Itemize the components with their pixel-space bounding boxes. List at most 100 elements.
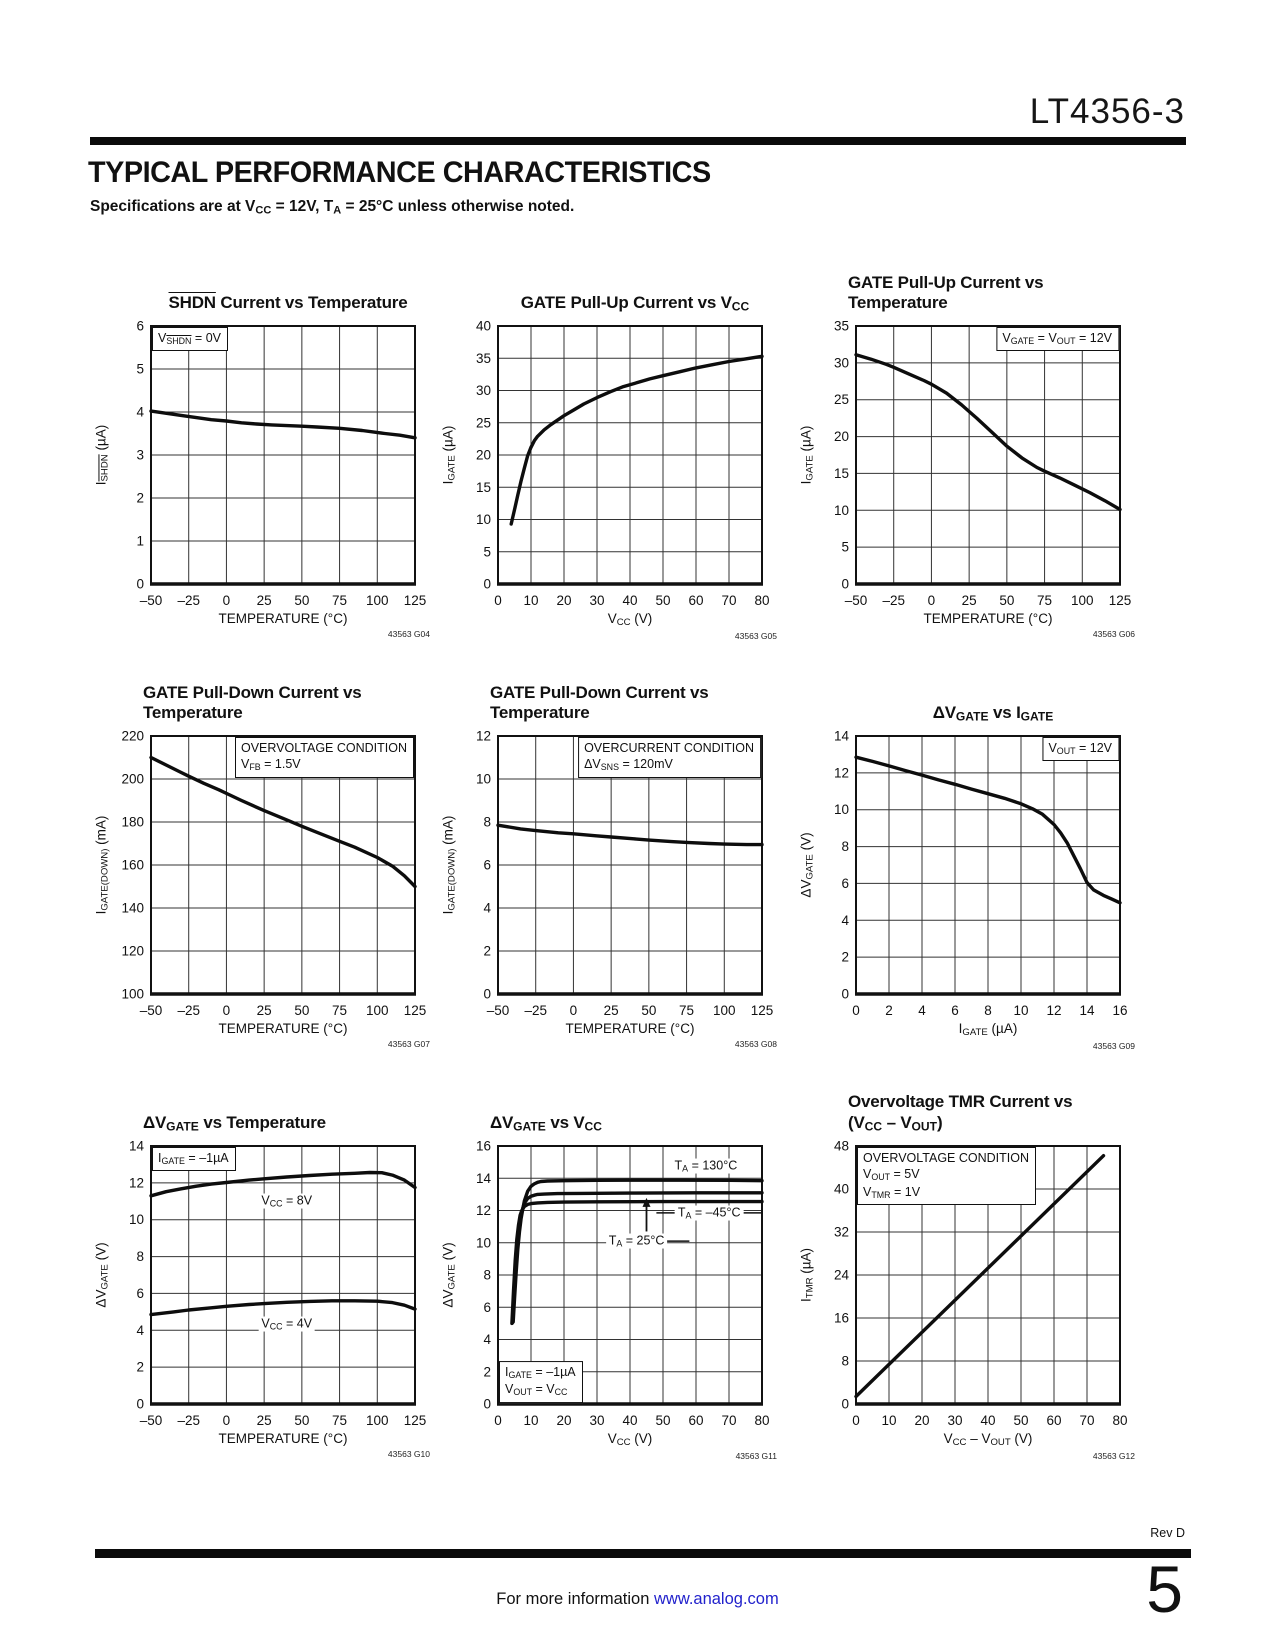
footer-pre-text: For more information bbox=[496, 1590, 654, 1608]
graph-ref: 43563 G04 bbox=[387, 629, 430, 639]
y-tick-label: 5 bbox=[136, 362, 144, 377]
chart-title-line: GATE Pull-Down Current vs bbox=[490, 682, 709, 702]
y-tick-label: 5 bbox=[841, 540, 849, 555]
subscript-text: SHDN bbox=[99, 454, 111, 482]
x-tick-label: 25 bbox=[962, 593, 977, 606]
x-tick-label: 0 bbox=[852, 1003, 860, 1016]
x-tick-label: 20 bbox=[556, 1413, 571, 1426]
annotation-line: VOUT = VCC bbox=[505, 1382, 568, 1398]
y-tick-label: 2 bbox=[841, 950, 849, 965]
y-tick-label: 32 bbox=[834, 1225, 849, 1240]
subscript-text: GATE bbox=[161, 1155, 185, 1166]
x-axis-label: VCC – VOUT (V) bbox=[943, 1431, 1033, 1449]
x-tick-label: 60 bbox=[1046, 1413, 1061, 1426]
x-tick-label: 10 bbox=[1013, 1003, 1028, 1016]
y-tick-label: 200 bbox=[121, 772, 144, 787]
y-tick-label: 4 bbox=[136, 405, 144, 420]
annotation-line: OVERVOLTAGE CONDITION bbox=[241, 741, 407, 755]
plot-area: –50 –25 0 25 50 75 100 125 0 2 4 6 8 10 12 IGATE(DOWN) … bbox=[432, 728, 777, 1017]
subscript-text: A bbox=[685, 1210, 692, 1221]
page-number: 5 bbox=[1146, 1552, 1183, 1626]
y-tick-label: 20 bbox=[476, 448, 491, 463]
y-axis-label: ISHDN (µA) bbox=[93, 424, 111, 486]
y-tick-label: 24 bbox=[834, 1268, 850, 1283]
top-rule bbox=[90, 137, 1186, 145]
y-tick-label: 16 bbox=[476, 1139, 491, 1154]
x-tick-label: 8 bbox=[984, 1003, 992, 1016]
y-axis-label: ΔVGATE (V) bbox=[93, 1242, 111, 1308]
y-tick-label: 10 bbox=[129, 1212, 144, 1227]
annotation-box: IGATE = –1µA VOUT = VCC bbox=[499, 1361, 583, 1403]
x-axis-label: TEMPERATURE (°C) bbox=[923, 611, 1053, 626]
x-tick-label: 50 bbox=[655, 593, 670, 606]
annotation-box: VSHDN = 0V bbox=[152, 327, 228, 352]
x-tick-label: 125 bbox=[404, 593, 427, 606]
subscript-text: GATE bbox=[955, 709, 989, 724]
chart-cell: ΔVGATE vs VCC 0 10 20 30 40 50 60 70 80 0 2 4 6 8 10 12 1… bbox=[432, 1072, 787, 1461]
subscript-text: OUT bbox=[1056, 745, 1076, 756]
graph-ref: 43563 G12 bbox=[1092, 1451, 1135, 1462]
x-tick-label: 50 bbox=[294, 593, 309, 606]
chart-cell: GATE Pull-Up Current vs Temperature –50 –25… bbox=[790, 252, 1145, 639]
x-tick-label: 2 bbox=[885, 1003, 893, 1016]
x-tick-label: 20 bbox=[914, 1413, 929, 1426]
chart-title: Overvoltage TMR Current vs (VCC – VOUT) bbox=[790, 1072, 1145, 1138]
y-tick-label: 160 bbox=[121, 858, 144, 873]
x-tick-label: 16 bbox=[1112, 1003, 1127, 1016]
y-tick-label: 0 bbox=[841, 1397, 849, 1412]
x-tick-label: –50 bbox=[140, 593, 163, 606]
subscript-text: GATE bbox=[513, 1119, 546, 1134]
x-tick-label: –50 bbox=[487, 1003, 510, 1016]
plot-svg: 0 2 4 6 8 10 12 14 16 0 2 4 6 8 10 12 14 bbox=[834, 729, 1128, 1017]
subscript-text: CC bbox=[864, 1119, 883, 1134]
footer-text: For more information www.analog.com bbox=[0, 1590, 1275, 1609]
subscript-text: GATE bbox=[962, 1027, 988, 1039]
x-tick-label: 40 bbox=[622, 593, 637, 606]
x-axis-label: TEMPERATURE (°C) bbox=[218, 1021, 348, 1036]
series-curve bbox=[509, 354, 764, 526]
y-tick-label: 2 bbox=[483, 944, 491, 959]
subscript-text: CC bbox=[554, 1387, 568, 1398]
curve-label: VCC = 4V bbox=[258, 1316, 316, 1332]
y-tick-label: 3 bbox=[136, 448, 144, 463]
x-tick-label: 75 bbox=[332, 593, 347, 606]
y-tick-label: 4 bbox=[483, 1332, 491, 1347]
y-tick-label: 220 bbox=[121, 729, 144, 744]
annotation-line: IGATE = –1µA bbox=[505, 1365, 576, 1380]
subscript-text: GATE bbox=[446, 455, 458, 481]
subscript-text: GATE(DOWN) bbox=[99, 848, 111, 911]
x-tick-label: 50 bbox=[655, 1413, 670, 1426]
x-tick-label: 25 bbox=[257, 1003, 272, 1016]
series-curve bbox=[854, 755, 1122, 905]
y-tick-label: 2 bbox=[483, 1364, 491, 1379]
chart-title-line: SHDN Current vs Temperature bbox=[168, 293, 408, 313]
plot-area: –50 –25 0 25 50 75 100 125 0 1 2 3 4 5 6 ISHDN (µA) VSHD… bbox=[85, 318, 430, 607]
series-curve bbox=[149, 409, 417, 440]
chart-title-line: ΔVGATE vs VCC bbox=[490, 1112, 602, 1134]
y-tick-label: 25 bbox=[476, 415, 491, 430]
analog-link[interactable]: www.analog.com bbox=[653, 1590, 779, 1608]
x-tick-label: 25 bbox=[604, 1003, 619, 1016]
annotation-line: VOUT = 12V bbox=[1048, 741, 1112, 756]
x-tick-label: 50 bbox=[641, 1003, 656, 1016]
x-tick-label: 75 bbox=[332, 1413, 347, 1426]
annotation-line: ΔVSNS = 120mV bbox=[584, 757, 673, 773]
y-tick-label: 10 bbox=[476, 1235, 491, 1250]
chart-title-line: Overvoltage TMR Current vs bbox=[848, 1091, 1073, 1111]
chart-cell: Overvoltage TMR Current vs (VCC – VOUT) 0 1… bbox=[790, 1072, 1145, 1461]
y-tick-label: 16 bbox=[834, 1311, 849, 1326]
annotation-line: OVERVOLTAGE CONDITION bbox=[863, 1151, 1029, 1165]
annotation-line: OVERCURRENT CONDITION bbox=[584, 741, 754, 755]
x-axis-label: TEMPERATURE (°C) bbox=[565, 1021, 695, 1036]
series-curve bbox=[496, 823, 764, 847]
y-tick-label: 0 bbox=[483, 1397, 491, 1412]
y-tick-label: 35 bbox=[476, 351, 491, 366]
series-curve bbox=[854, 353, 1122, 512]
chart-title-line: Temperature bbox=[848, 293, 948, 313]
x-tick-label: 30 bbox=[589, 1413, 604, 1426]
annotation-box: VOUT = 12V bbox=[1042, 737, 1119, 762]
chart-cell: GATE Pull-Down Current vs Temperature –50–… bbox=[432, 662, 787, 1049]
plot-area: –50 –25 0 25 50 75 100 125 0 5 10 15 20 25 30 35 IGATE (… bbox=[790, 318, 1135, 607]
y-tick-label: 20 bbox=[834, 429, 849, 444]
chart-title-line: GATE Pull-Down Current vs bbox=[143, 682, 362, 702]
